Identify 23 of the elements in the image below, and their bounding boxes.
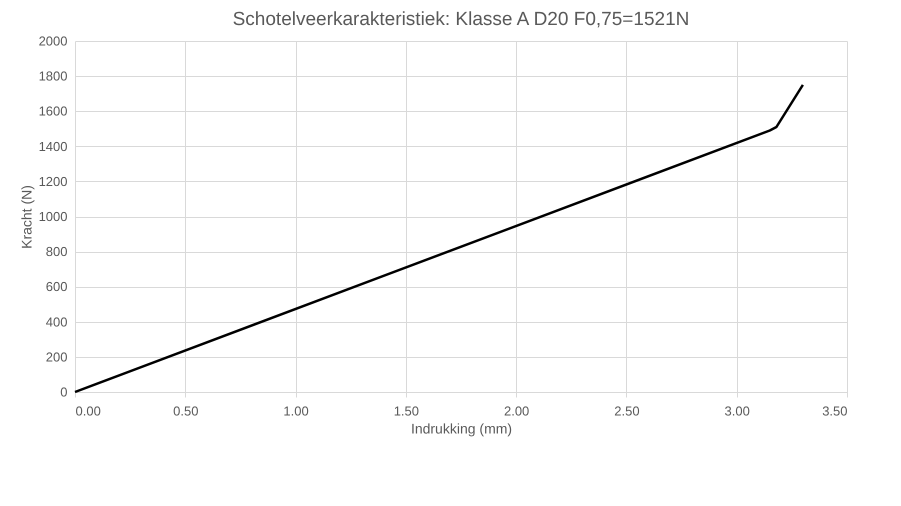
x-tick-label: 2.50 xyxy=(614,404,640,418)
y-tick-label: 1400 xyxy=(38,138,68,154)
x-tick-label: 2.00 xyxy=(504,404,530,418)
y-tick-label: 200 xyxy=(46,349,68,364)
y-tick-label: 1800 xyxy=(38,68,68,84)
y-tick-label: 0 xyxy=(60,384,68,400)
x-tick-label: 3.00 xyxy=(724,404,750,418)
y-tick-label: 1000 xyxy=(38,209,68,224)
x-tick-label: 1.00 xyxy=(283,404,309,418)
chart-title: Schotelveerkarakteristiek: Klasse A D20 F0,75=1521N xyxy=(232,9,690,30)
y-axis-title: Kracht (N) xyxy=(18,185,35,249)
y-tick-label: 2000 xyxy=(38,34,68,48)
y-tick-label: 600 xyxy=(46,279,68,294)
x-tick-label: 0.00 xyxy=(76,404,101,418)
y-tick-label: 1600 xyxy=(38,104,68,119)
y-tick-label: 800 xyxy=(46,244,68,260)
x-tick-label: 3.50 xyxy=(822,404,848,418)
x-axis-title: Indrukking (mm) xyxy=(410,420,512,436)
x-tick-label: 1.50 xyxy=(394,404,420,418)
x-tick-label: 0.50 xyxy=(173,404,198,418)
y-tick-label: 1200 xyxy=(38,174,68,189)
y-tick-label: 400 xyxy=(46,314,68,330)
line-series xyxy=(74,84,804,394)
